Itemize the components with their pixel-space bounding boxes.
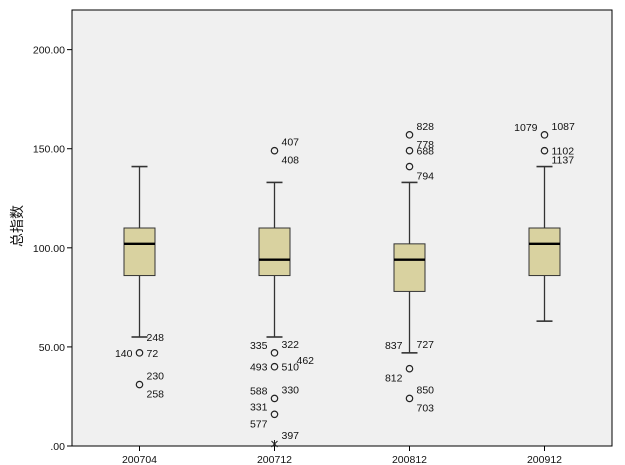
outlier-label: 493: [250, 362, 268, 374]
outlier-label: 1079: [514, 122, 538, 134]
box-groups: 248 140 72 230 258 407 408 335 322 462 493 510 588 33…: [115, 121, 576, 449]
y-tick-label: 100.00: [33, 243, 65, 255]
outlier-marker: [270, 394, 279, 403]
y-tick-label: .00: [50, 441, 65, 453]
outlier-marker: [135, 380, 144, 389]
iqr-box: [393, 243, 426, 292]
outlier-marker: [270, 349, 279, 357]
outlier-label: 812: [385, 373, 403, 385]
outlier-marker: [405, 131, 414, 139]
outlier-marker: [405, 162, 414, 171]
box-group-200712: 407 408 335 322 462 493 510 588 330 331 577 397: [250, 137, 315, 449]
iqr-box: [528, 227, 561, 277]
outlier-marker: [405, 394, 414, 403]
outlier-marker: [270, 362, 279, 371]
outlier-label: 258: [147, 389, 165, 401]
outlier-label: 837: [385, 340, 403, 352]
outlier-label: 1137: [552, 155, 575, 167]
outlier-marker: [270, 146, 279, 155]
outlier-label: 407: [282, 137, 300, 149]
y-axis-label: 总指数: [10, 205, 26, 247]
x-tick-label: 200704: [122, 454, 157, 465]
outlier-label: 322: [282, 339, 300, 351]
outlier-marker: [540, 146, 549, 155]
outlier-label: 335: [250, 340, 268, 352]
iqr-box: [258, 227, 291, 277]
outlier-marker: [270, 410, 279, 419]
plot-background: [71, 9, 613, 447]
outlier-label: 397: [282, 430, 300, 442]
outlier-marker: [540, 131, 549, 139]
outlier-label: 230: [147, 371, 165, 383]
outlier-label: 510: [282, 362, 300, 374]
iqr-box: [123, 227, 156, 277]
outlier-label: 1087: [552, 121, 576, 133]
y-tick-label: 50.00: [39, 342, 65, 354]
y-tick-label: 200.00: [33, 45, 65, 57]
outlier-label: 828: [417, 121, 435, 133]
outlier-label: 140: [115, 348, 133, 360]
outlier-label: 850: [417, 384, 435, 396]
outlier-label: 778: [417, 139, 435, 151]
outlier-label: 408: [282, 155, 300, 167]
outlier-label: 331: [250, 401, 268, 413]
outlier-label: 462: [297, 355, 315, 367]
outlier-label: 248: [147, 332, 165, 344]
outlier-label: 688: [417, 146, 435, 158]
outlier-label: 330: [282, 384, 300, 396]
outlier-label: 577: [250, 418, 268, 430]
box-group-200704: 248 140 72 230 258: [115, 165, 165, 401]
y-tick-label: 150.00: [33, 144, 65, 156]
outlier-label: 588: [250, 385, 268, 397]
x-axis: 200704 200712 200812 200912: [122, 446, 562, 465]
outlier-label: 794: [417, 171, 435, 183]
x-tick-label: 200812: [392, 454, 427, 465]
y-axis: .00 50.00 100.00 150.00 200.00: [33, 45, 72, 453]
outlier-label: 727: [417, 339, 435, 351]
outlier-marker: [135, 349, 144, 357]
outlier-label: 703: [417, 402, 435, 414]
outlier-label: 72: [147, 348, 159, 360]
outlier-label: 1102: [552, 146, 575, 158]
outlier-marker: [405, 364, 414, 373]
x-tick-label: 200912: [527, 454, 562, 465]
x-tick-label: 200712: [257, 454, 292, 465]
outlier-marker: [405, 146, 414, 155]
